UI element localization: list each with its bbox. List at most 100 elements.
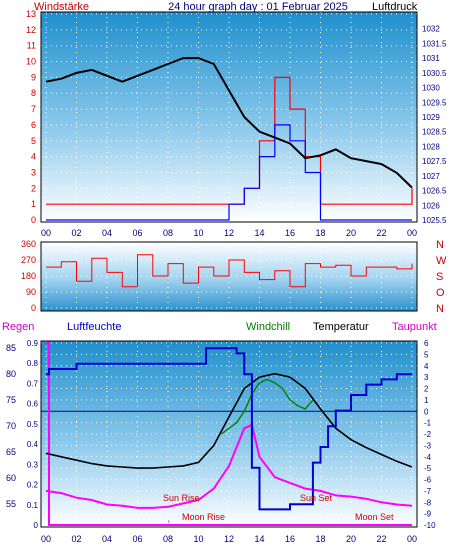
x-tick-label: 22 (376, 534, 386, 544)
wind-y-tick-label: 6 (31, 120, 36, 130)
wind-label: Windstärke (34, 1, 89, 13)
direction-y-tick-label: 270 (21, 255, 36, 265)
rain-y-tick-label: 0.7 (27, 379, 39, 388)
wind-gust-line (46, 124, 412, 221)
temperature-label: Temperatur (313, 321, 369, 333)
temp-y-tick-label: -10 (424, 521, 436, 530)
x-tick-label: 08 (163, 228, 173, 238)
direction-y-tick-label: 360 (21, 239, 36, 249)
pressure-y-tick-label: 1028.5 (422, 128, 447, 137)
pressure-y-tick-label: 1026 (422, 201, 440, 210)
x-tick-label: 16 (285, 228, 295, 238)
dewpoint-label: Taupunkt (392, 321, 437, 333)
sun-set-label: Sun Set (300, 493, 333, 503)
temp-y-tick-label: -3 (424, 441, 432, 450)
moon-set-label: Moon Set (355, 512, 394, 522)
wind-y-tick-label: 10 (26, 57, 36, 67)
pressure-y-tick-label: 1030 (422, 84, 440, 93)
humidity-y-tick-label: 75 (6, 395, 16, 405)
climate-plot-area (41, 341, 417, 527)
temp-y-tick-label: -5 (424, 464, 432, 473)
temp-y-tick-label: -2 (424, 430, 432, 439)
rain-y-tick-label: 0 (34, 521, 39, 530)
pressure-y-tick-label: 1026.5 (422, 187, 447, 196)
wind-y-tick-label: 5 (31, 136, 36, 146)
pressure-line (45, 57, 413, 189)
wind-y-tick-label: 3 (31, 167, 36, 177)
wind-y-tick-label: 8 (31, 88, 36, 98)
x-tick-label: 10 (193, 534, 203, 544)
x-tick-label: 02 (71, 534, 81, 544)
temp-y-tick-label: 5 (424, 350, 429, 359)
x-tick-label: 18 (315, 228, 325, 238)
temp-y-tick-label: -9 (424, 510, 432, 519)
x-tick-label: 00 (41, 228, 51, 238)
wind-pressure-frame (40, 11, 418, 223)
x-tick-label: 14 (254, 228, 264, 238)
x-tick-label: 22 (376, 228, 386, 238)
temp-y-tick-label: 6 (424, 339, 429, 348)
rain-y-tick-label: 0.5 (27, 420, 39, 429)
temp-y-tick-label: 1 (424, 396, 429, 405)
direction-compass-label: O (436, 287, 445, 299)
rain-y-tick-label: 0.8 (27, 359, 39, 368)
moon-rise-label: Moon Rise (182, 512, 225, 522)
temp-y-tick-label: -8 (424, 498, 432, 507)
chart-marks (41, 57, 417, 526)
x-tick-label: 10 (193, 228, 203, 238)
rain-y-tick-label: 0.4 (27, 440, 39, 449)
humidity-y-tick-label: 65 (6, 447, 16, 457)
humidity-y-tick-label: 60 (6, 473, 16, 483)
wind-y-tick-label: 2 (31, 183, 36, 193)
direction-compass-label: N (436, 239, 444, 251)
pressure-label: Luftdruck (372, 1, 418, 13)
dewpoint-line (45, 423, 413, 509)
x-tick-label: 18 (315, 534, 325, 544)
rain-y-tick-label: 0.6 (27, 400, 39, 409)
humidity-y-tick-label: 55 (6, 499, 16, 509)
x-tick-label: 00 (407, 228, 417, 238)
humidity-y-tick-label: 80 (6, 369, 16, 379)
rain-y-tick-label: 0.1 (27, 501, 39, 510)
humidity-label: Luftfeuchte (67, 321, 121, 333)
rain-y-tick-label: 0.3 (27, 460, 39, 469)
temperature-line (45, 372, 413, 469)
pressure-y-tick-label: 1025.5 (422, 216, 447, 225)
humidity-y-tick-label: 70 (6, 421, 16, 431)
direction-compass-label: W (436, 255, 447, 267)
pressure-y-tick-label: 1031.5 (422, 39, 447, 48)
x-tick-label: 00 (407, 534, 417, 544)
rain-y-tick-label: 0.9 (27, 339, 39, 348)
x-tick-label: 06 (132, 534, 142, 544)
temp-y-tick-label: 4 (424, 362, 429, 371)
pressure-y-tick-label: 1028 (422, 142, 440, 151)
wind-y-tick-label: 9 (31, 72, 36, 82)
direction-y-tick-label: 180 (21, 271, 36, 281)
pressure-y-tick-label: 1029.5 (422, 98, 447, 107)
temp-y-tick-label: -4 (424, 453, 432, 462)
x-tick-label: 12 (224, 534, 234, 544)
rain-y-tick-label: 0.2 (27, 481, 39, 490)
wind-y-tick-label: 0 (31, 215, 36, 225)
direction-compass-label: N (436, 303, 444, 315)
wind-y-tick-label: 11 (27, 41, 36, 51)
x-tick-label: 06 (132, 228, 142, 238)
pressure-y-tick-label: 1031 (422, 54, 440, 63)
sun-rise-label: Sun Rise (163, 493, 200, 503)
pressure-y-tick-label: 1030.5 (422, 69, 447, 78)
rain-line (46, 342, 412, 526)
pressure-y-tick-label: 1032 (422, 25, 440, 34)
rain-label: Regen (2, 321, 34, 333)
temp-y-tick-label: -6 (424, 476, 432, 485)
climate-frame (40, 340, 418, 528)
wind-y-tick-label: 4 (31, 152, 36, 162)
wind-y-tick-label: 7 (31, 104, 36, 114)
wind-y-tick-label: 13 (26, 9, 36, 19)
x-tick-label: 04 (102, 534, 112, 544)
windchill-label: Windchill (246, 321, 290, 333)
direction-y-tick-label: 0 (31, 303, 36, 313)
temp-y-tick-label: 0 (424, 407, 429, 416)
temp-y-tick-label: 2 (424, 385, 429, 394)
